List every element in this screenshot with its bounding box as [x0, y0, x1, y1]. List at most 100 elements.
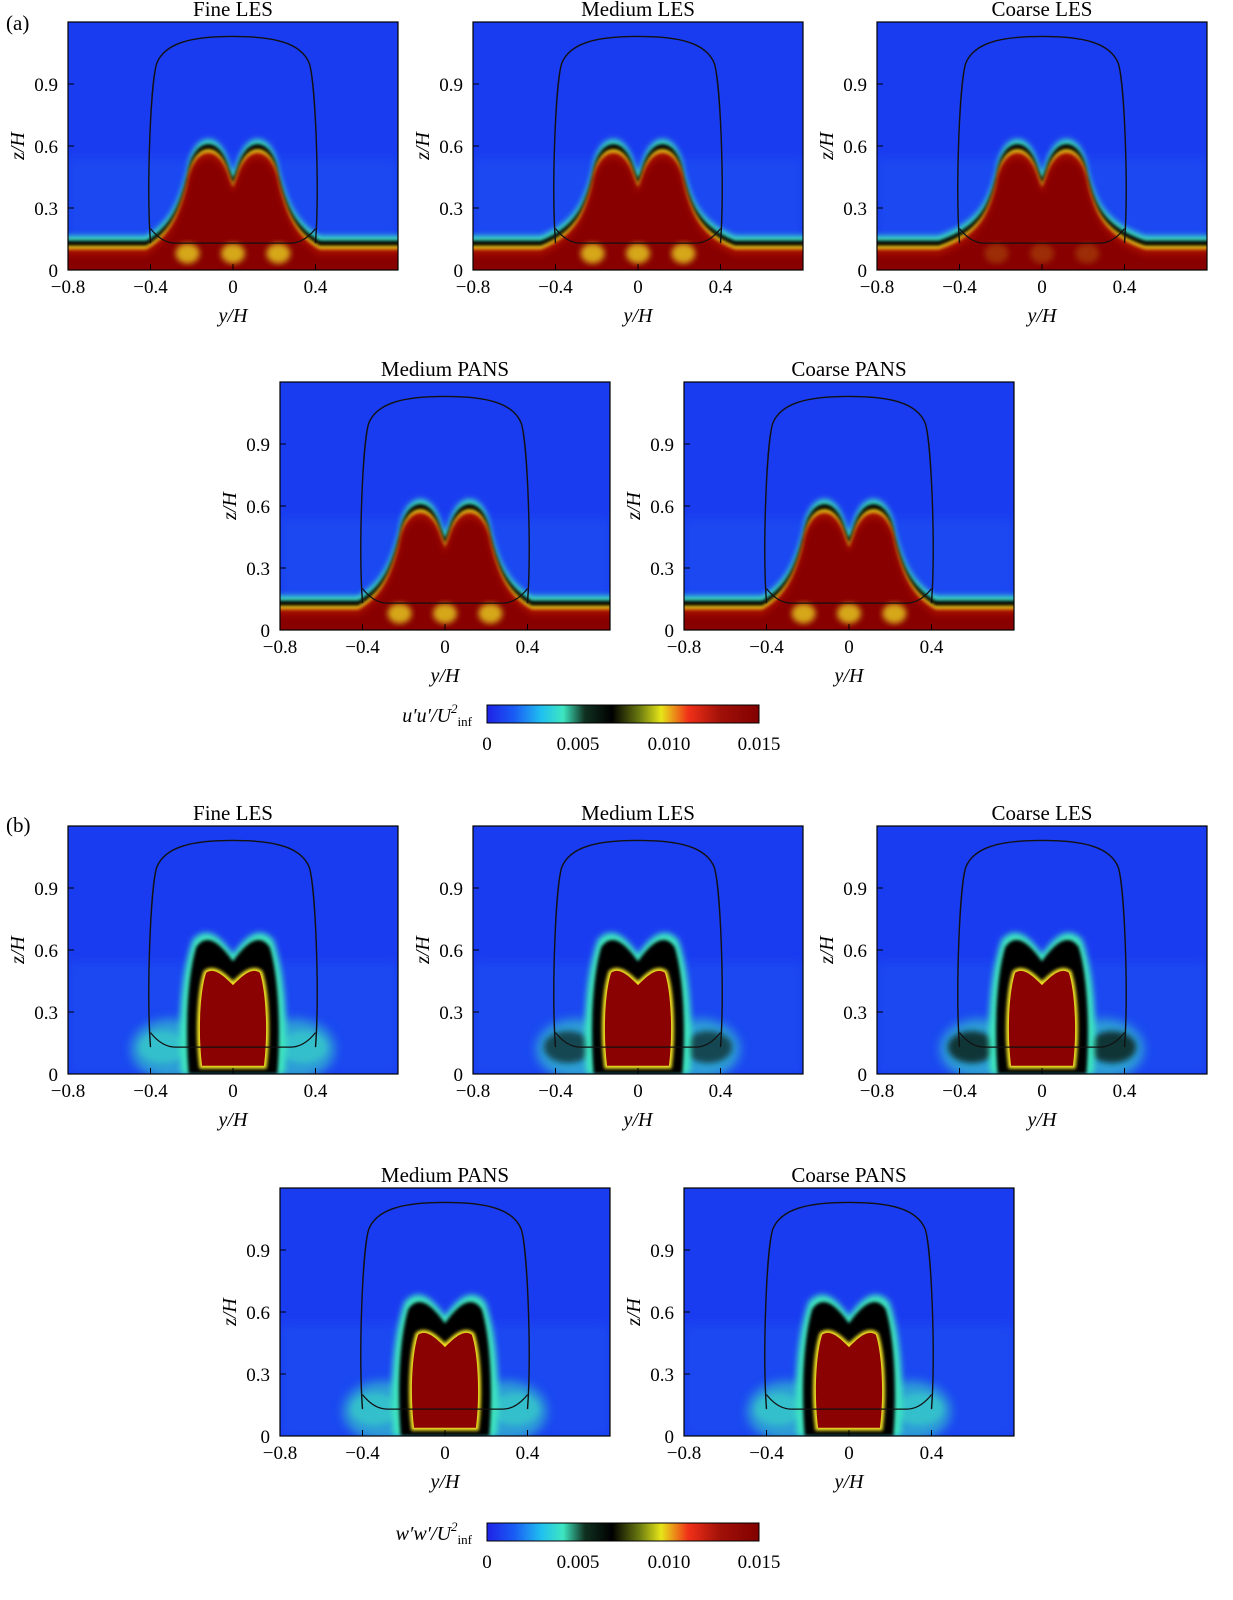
vehicle-outline — [360, 1201, 530, 1410]
x-tick-label: −0.8 — [51, 277, 85, 298]
side-wing-core-left — [350, 1393, 399, 1426]
colorbar-a: u′u′/U2inf 0 0.005 0.010 0.015 — [402, 701, 780, 755]
x-tick-label: −0.4 — [538, 277, 573, 298]
side-wing-core-right — [895, 1393, 944, 1426]
x-axis-label: y/H — [833, 665, 865, 687]
side-wing-core-left — [754, 1393, 803, 1426]
y-axis-label: z/H — [816, 131, 838, 161]
x-tick-label: −0.4 — [345, 637, 380, 658]
vehicle-outline — [764, 395, 934, 604]
x-axis-label: y/H — [1026, 305, 1058, 327]
x-tick-label: 0.4 — [516, 1443, 540, 1464]
y-tick-label: 0 — [49, 1065, 59, 1086]
contour-core — [199, 970, 267, 1066]
colorbar-a-tick-0: 0 — [482, 734, 492, 755]
y-axis-label: z/H — [7, 935, 29, 965]
subplot-a-3: Medium PANS −0.8 −0.4 0 0.4 0 0.3 0.6 0.9 y/H z/H — [219, 357, 611, 687]
y-axis-label: z/H — [219, 491, 241, 521]
vehicle-underbody — [555, 1032, 721, 1048]
vehicle-underbody — [959, 228, 1125, 244]
y-tick-label: 0.9 — [439, 75, 463, 96]
near-wall-hotspot-1 — [626, 243, 650, 264]
colorbar-a-tick-3: 0.015 — [738, 734, 781, 755]
y-tick-label: 0.3 — [34, 199, 58, 220]
x-tick-label: 0 — [1037, 277, 1047, 298]
vehicle-underbody — [766, 1394, 932, 1410]
colorbar-b-bar — [486, 1522, 760, 1542]
plot-title: Medium PANS — [381, 1163, 509, 1187]
panel-label-a: (a) — [6, 11, 29, 35]
y-axis-label: z/H — [412, 935, 434, 965]
colorbar-b-tick-0: 0 — [482, 1552, 492, 1573]
y-tick-label: 0.6 — [246, 1303, 270, 1324]
subplot-b-4: Coarse PANS −0.8 −0.4 0 0.4 0 0.3 0.6 0.9 y/H z/H — [623, 1163, 1015, 1493]
x-tick-label: −0.4 — [942, 277, 977, 298]
near-wall-hotspot-1 — [433, 603, 457, 624]
y-tick-label: 0.9 — [650, 435, 674, 456]
y-tick-label: 0 — [454, 1065, 464, 1086]
vehicle-underbody — [959, 1032, 1125, 1048]
y-tick-label: 0.9 — [246, 1241, 270, 1262]
y-tick-label: 0.9 — [34, 75, 58, 96]
near-wall-hotspot-0 — [984, 243, 1009, 264]
y-tick-label: 0.6 — [439, 941, 463, 962]
x-tick-label: −0.4 — [133, 277, 168, 298]
near-wall-hotspot-1 — [837, 603, 861, 624]
x-tick-label: 0.4 — [516, 637, 540, 658]
y-tick-label: 0.6 — [246, 497, 270, 518]
vehicle-outline — [360, 395, 530, 604]
vehicle-underbody — [555, 228, 721, 244]
vehicle-underbody — [766, 588, 932, 604]
panel-a: Fine LES−0.8 −0.4 0 0.400.30.60.9y/Hz/HMedi… — [7, 0, 1208, 687]
x-tick-label: 0.4 — [1113, 1081, 1137, 1102]
x-tick-label: 0.4 — [709, 277, 733, 298]
colorbar-b-label: w′w′/U2inf — [396, 1519, 473, 1547]
x-tick-label: −0.4 — [749, 1443, 784, 1464]
plot-title: Medium PANS — [381, 357, 509, 381]
colorbar-a-label: u′u′/U2inf — [402, 701, 472, 729]
y-tick-label: 0.3 — [246, 1365, 270, 1386]
x-tick-label: 0 — [440, 637, 450, 658]
y-tick-label: 0.6 — [439, 137, 463, 158]
x-tick-label: 0 — [1037, 1081, 1047, 1102]
contour-core — [473, 158, 803, 270]
x-tick-label: −0.8 — [860, 277, 894, 298]
y-tick-label: 0.9 — [246, 435, 270, 456]
y-tick-label: 0.3 — [439, 199, 463, 220]
heatmap-field — [684, 382, 1014, 630]
x-axis-label: y/H — [833, 1471, 865, 1493]
vehicle-outline — [553, 839, 723, 1048]
plot-title: Coarse PANS — [791, 357, 906, 381]
x-tick-label: −0.8 — [456, 1081, 490, 1102]
x-tick-label: −0.8 — [456, 277, 490, 298]
subplot-a-2: Coarse LES −0.8 −0.4 0 0.4 0 0.3 0.6 0.9 y/H z/H — [816, 0, 1208, 327]
y-tick-label: 0 — [454, 261, 464, 282]
near-wall-hotspot-2 — [266, 243, 291, 264]
y-axis-label: z/H — [816, 935, 838, 965]
x-tick-label: −0.8 — [667, 1443, 701, 1464]
side-wing-core-right — [1088, 1031, 1137, 1064]
contour-core — [68, 158, 398, 270]
contour-core — [280, 518, 610, 630]
subplot-b-1: Medium LES −0.8 −0.4 0 0.4 0 0.3 0.6 0.9 y/H z/H — [412, 801, 804, 1131]
y-tick-label: 0.6 — [843, 137, 867, 158]
heatmap-field — [280, 382, 610, 630]
x-tick-label: −0.8 — [860, 1081, 894, 1102]
y-tick-label: 0.3 — [246, 559, 270, 580]
vehicle-underbody — [150, 1032, 316, 1048]
plot-title: Medium LES — [581, 0, 695, 21]
side-wing-core-right — [279, 1031, 328, 1064]
x-tick-label: −0.8 — [263, 637, 297, 658]
x-tick-label: 0.4 — [920, 1443, 944, 1464]
y-tick-label: 0 — [858, 261, 868, 282]
x-tick-label: 0 — [440, 1443, 450, 1464]
colorbar-b-tick-3: 0.015 — [738, 1552, 781, 1573]
plot-title: Fine LES — [193, 801, 273, 825]
x-tick-label: 0.4 — [920, 637, 944, 658]
vehicle-underbody — [362, 1394, 528, 1410]
y-axis-label: z/H — [623, 1297, 645, 1327]
contour-core — [604, 970, 672, 1066]
near-wall-hotspot-0 — [175, 243, 200, 264]
plot-title: Medium LES — [581, 801, 695, 825]
